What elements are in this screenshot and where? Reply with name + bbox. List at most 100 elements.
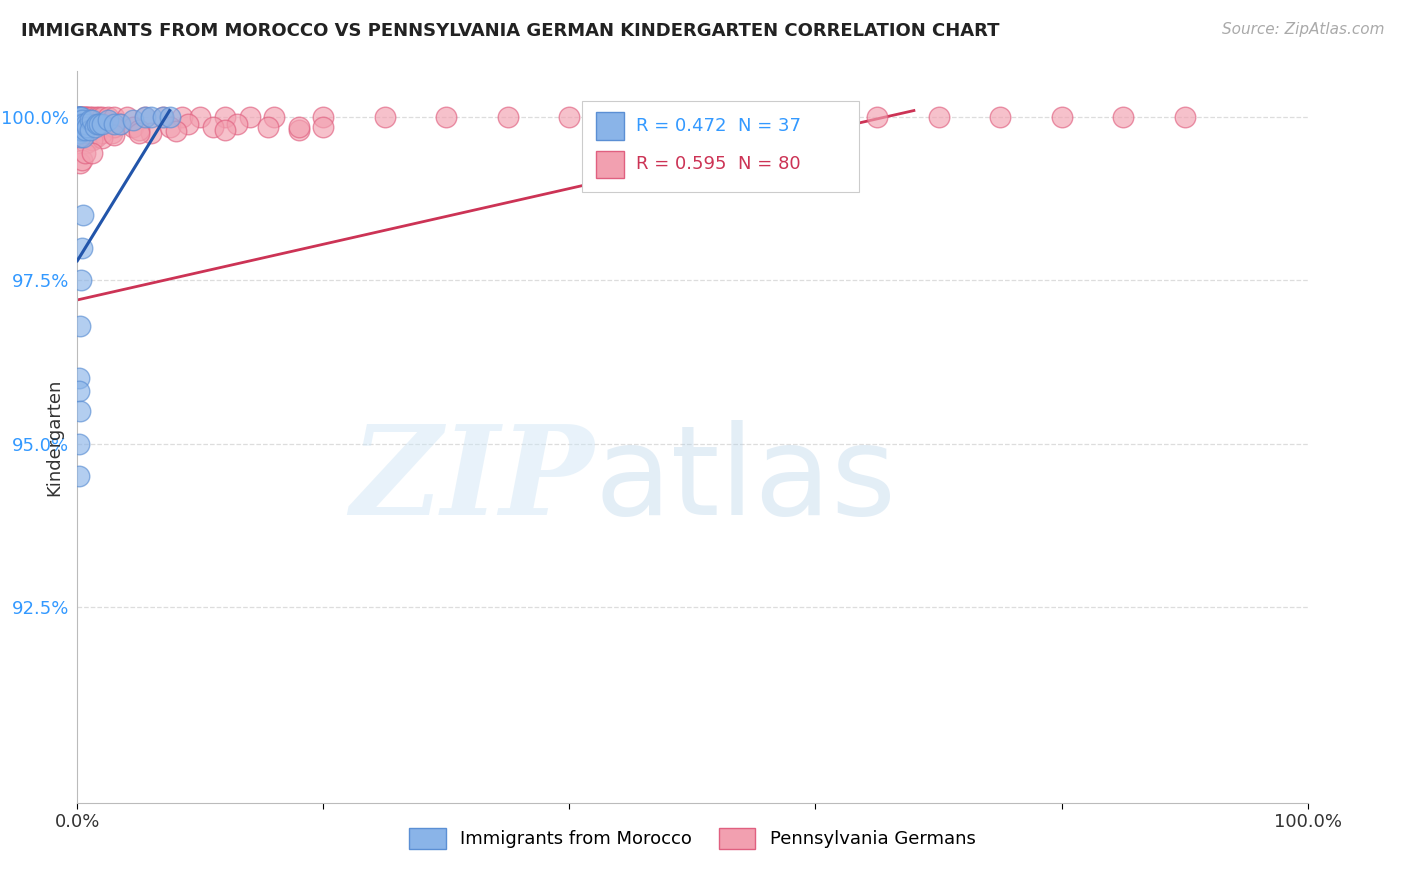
Point — [90, 127, 114, 141]
Point — [257, 120, 280, 134]
Point — [84, 120, 107, 134]
Point — [121, 113, 143, 128]
Point — [75, 123, 97, 137]
Point — [76, 120, 98, 134]
Point — [76, 120, 98, 134]
Bar — [596, 151, 624, 178]
Point — [67, 110, 90, 124]
Point — [70, 273, 93, 287]
Point — [67, 436, 90, 450]
Point — [288, 120, 311, 134]
Point — [66, 110, 89, 124]
Point — [742, 110, 765, 124]
Point — [70, 117, 93, 131]
Point — [89, 117, 111, 131]
Point — [214, 123, 236, 137]
Point — [103, 117, 125, 131]
Point — [67, 384, 90, 399]
Point — [103, 128, 125, 143]
Bar — [596, 112, 624, 140]
Point — [115, 110, 138, 124]
Point — [159, 110, 181, 124]
Point — [70, 110, 93, 124]
Point — [830, 110, 852, 124]
Point — [188, 110, 212, 124]
Point — [82, 146, 104, 161]
Point — [110, 117, 132, 131]
Point — [1050, 110, 1073, 124]
Point — [73, 123, 96, 137]
Point — [72, 117, 94, 131]
Point — [73, 120, 96, 134]
Point — [76, 110, 98, 124]
Point — [69, 404, 91, 418]
Point — [312, 120, 335, 134]
Point — [75, 117, 97, 131]
Point — [82, 133, 104, 147]
Point — [239, 110, 262, 124]
Point — [134, 110, 156, 124]
Point — [1112, 110, 1135, 124]
Point — [226, 117, 249, 131]
Point — [72, 117, 94, 131]
Y-axis label: Kindergarten: Kindergarten — [45, 378, 63, 496]
Point — [436, 110, 458, 124]
Point — [97, 110, 120, 124]
Text: R = 0.472  N = 37: R = 0.472 N = 37 — [636, 117, 801, 135]
Point — [70, 129, 93, 144]
Point — [89, 110, 111, 124]
Point — [83, 120, 105, 134]
Point — [69, 123, 91, 137]
Point — [201, 120, 224, 134]
Text: atlas: atlas — [595, 420, 896, 541]
Point — [82, 123, 104, 137]
Point — [152, 110, 174, 124]
Point — [165, 124, 187, 138]
Point — [128, 123, 150, 137]
Point — [73, 110, 96, 124]
Point — [70, 123, 93, 137]
Point — [97, 113, 120, 128]
Point — [70, 110, 93, 124]
Point — [73, 146, 96, 161]
Legend: Immigrants from Morocco, Pennsylvania Germans: Immigrants from Morocco, Pennsylvania Ge… — [402, 821, 983, 856]
Point — [67, 110, 90, 124]
Point — [263, 110, 285, 124]
Point — [79, 120, 101, 134]
Point — [82, 113, 104, 128]
Point — [72, 110, 94, 124]
Point — [84, 110, 107, 124]
Point — [70, 117, 93, 131]
Point — [75, 117, 97, 131]
Point — [101, 127, 124, 141]
Point — [103, 110, 125, 124]
Point — [67, 371, 90, 385]
Point — [75, 110, 97, 124]
Point — [70, 120, 93, 134]
Point — [69, 117, 91, 131]
Point — [928, 110, 950, 124]
Text: R = 0.595  N = 80: R = 0.595 N = 80 — [636, 155, 800, 173]
Point — [84, 129, 107, 144]
Point — [312, 110, 335, 124]
Text: Source: ZipAtlas.com: Source: ZipAtlas.com — [1222, 22, 1385, 37]
Point — [69, 110, 91, 124]
Point — [77, 117, 100, 131]
Point — [141, 110, 163, 124]
Point — [496, 110, 519, 124]
Point — [67, 110, 90, 124]
Point — [558, 110, 581, 124]
Point — [141, 127, 163, 141]
Point — [67, 469, 90, 483]
Point — [988, 110, 1011, 124]
Point — [72, 129, 94, 144]
Point — [170, 110, 193, 124]
Point — [152, 110, 174, 124]
Point — [69, 117, 91, 131]
Point — [70, 113, 93, 128]
Point — [90, 117, 114, 131]
Point — [79, 110, 101, 124]
Point — [128, 127, 150, 141]
Point — [103, 120, 125, 134]
Point — [67, 110, 90, 124]
